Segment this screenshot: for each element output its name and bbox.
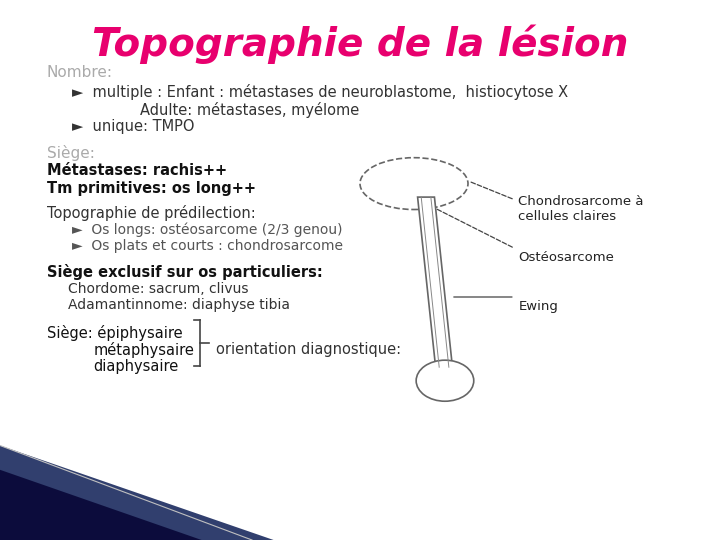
Text: Adulte: métastases, myélome: Adulte: métastases, myélome: [140, 102, 360, 118]
Ellipse shape: [416, 360, 474, 401]
Text: ►  Os plats et courts : chondrosarcome: ► Os plats et courts : chondrosarcome: [72, 239, 343, 253]
Text: orientation diagnostique:: orientation diagnostique:: [216, 342, 401, 357]
Text: ►  Os longs: ostéosarcome (2/3 genou): ► Os longs: ostéosarcome (2/3 genou): [72, 222, 343, 237]
Polygon shape: [418, 197, 452, 367]
Text: Chondrosarcome à: Chondrosarcome à: [518, 195, 644, 208]
Text: Tm primitives: os long++: Tm primitives: os long++: [47, 181, 256, 196]
Text: Ostéosarcome: Ostéosarcome: [518, 251, 614, 264]
Text: Siège:: Siège:: [47, 145, 94, 161]
Polygon shape: [0, 470, 202, 540]
Text: ►  unique: TMPO: ► unique: TMPO: [72, 119, 194, 134]
Text: Topographie de la lésion: Topographie de la lésion: [92, 24, 628, 64]
Text: Adamantinnome: diaphyse tibia: Adamantinnome: diaphyse tibia: [68, 298, 290, 312]
Text: ►  multiple : Enfant : métastases de neuroblastome,  histiocytose X: ► multiple : Enfant : métastases de neur…: [72, 84, 568, 100]
Text: Chordome: sacrum, clivus: Chordome: sacrum, clivus: [68, 282, 249, 296]
Text: Ewing: Ewing: [518, 300, 558, 313]
Polygon shape: [0, 446, 274, 540]
Ellipse shape: [360, 158, 468, 210]
Text: Topographie de prédilection:: Topographie de prédilection:: [47, 205, 256, 221]
Text: métaphysaire: métaphysaire: [94, 342, 194, 359]
Text: Siège exclusif sur os particuliers:: Siège exclusif sur os particuliers:: [47, 264, 323, 280]
Text: Métastases: rachis++: Métastases: rachis++: [47, 163, 227, 178]
Text: Nombre:: Nombre:: [47, 65, 113, 80]
Text: diaphysaire: diaphysaire: [94, 359, 179, 374]
Text: cellules claires: cellules claires: [518, 210, 616, 222]
Text: Siège: épiphysaire: Siège: épiphysaire: [47, 325, 182, 341]
